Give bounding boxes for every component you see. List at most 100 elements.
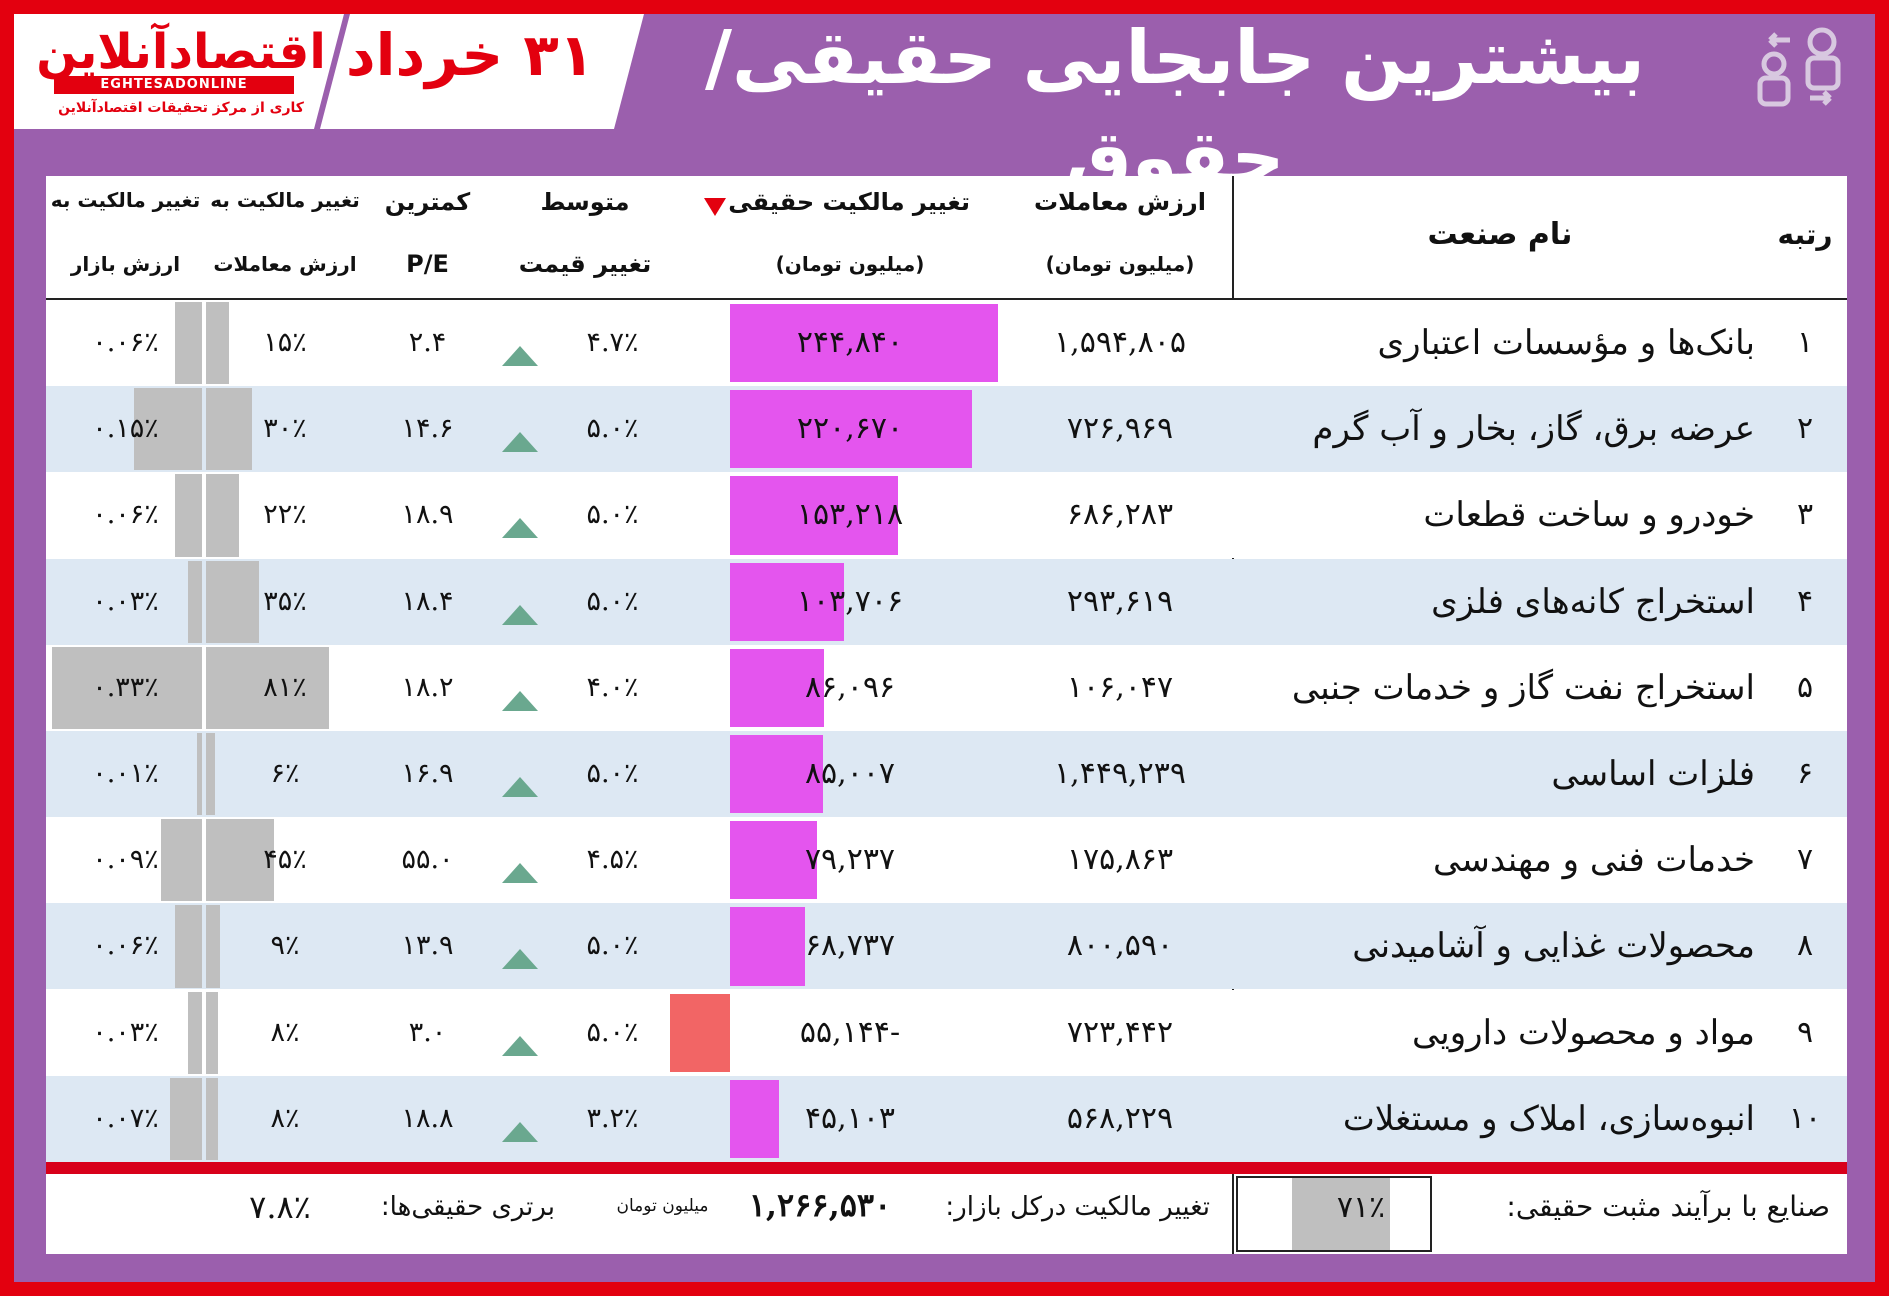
up-triangle-shape — [502, 1035, 538, 1056]
rank-cell: ۳ — [1796, 497, 1814, 533]
up-triangle-shape — [502, 777, 538, 797]
market-ratio-value: ۰.۳۳٪ — [92, 671, 159, 703]
rank-cell: ۱۰ — [1788, 1100, 1822, 1136]
table-row — [46, 472, 1847, 559]
ownership-change-value: ۱۵۳,۲۱۸ — [796, 497, 904, 533]
ownership-change-value: ۸۶,۰۹۶ — [804, 669, 896, 705]
up-triangle-shape — [502, 346, 538, 366]
table-row — [46, 1075, 1847, 1162]
trade-ratio-bar — [206, 474, 240, 557]
ownership-change-value: ۲۲۰,۶۷۰ — [796, 411, 904, 447]
up-triangle-icon — [502, 432, 538, 453]
avg-price-change: ۴.۷٪ — [586, 327, 639, 358]
up-triangle-icon — [502, 346, 538, 366]
ownership-change-bar — [730, 821, 817, 900]
market-ratio-bar — [188, 991, 202, 1074]
avg-price-change: ۵.۰٪ — [586, 758, 639, 789]
rank-cell: ۱ — [1796, 325, 1814, 360]
market-ratio-value: ۰.۰۶٪ — [92, 499, 159, 531]
ownership-change-value: ۷۹,۲۳۷ — [804, 842, 896, 878]
industry-name: خودرو و ساخت قطعات — [1423, 495, 1755, 536]
trade-ratio-bar — [206, 388, 252, 471]
ownership-change-bar — [730, 1079, 780, 1158]
avg-price-change: ۳.۲٪ — [586, 1102, 639, 1134]
trade-value: ۷۲۳,۴۴۲ — [1066, 1014, 1174, 1050]
trade-ratio-bar — [206, 1077, 219, 1160]
market-ratio-value: ۰.۰۱٪ — [92, 758, 159, 789]
ownership-change-bar — [730, 907, 806, 986]
trade-ratio-value: ۴۵٪ — [263, 844, 307, 876]
trade-ratio-bar — [206, 991, 219, 1074]
ownership-change-bar — [730, 648, 825, 727]
footer-divider — [46, 1162, 1847, 1174]
positive-industries-bar — [1292, 1178, 1390, 1250]
trade-ratio-value: ۱۵٪ — [263, 327, 307, 358]
real-advantage-value: ۷.۸٪ — [249, 1188, 311, 1226]
trade-ratio-bar — [206, 905, 220, 988]
header-left-shape — [14, 14, 644, 129]
column-header-own-trade-2: ارزش معاملات — [213, 252, 357, 276]
column-header-avg-change: متوسط — [540, 188, 630, 216]
market-ratio-bar — [188, 560, 202, 643]
ownership-change-value: -۵۵,۱۴۴ — [799, 1014, 901, 1050]
industry-name: فلزات اساسی — [1551, 754, 1755, 794]
column-header-rank: رتبه — [1777, 218, 1833, 251]
people-exchange-icon — [1757, 27, 1841, 107]
trade-value: ۱,۵۹۴,۸۰۵ — [1054, 325, 1186, 360]
market-ratio-bar — [174, 302, 202, 385]
column-header-trade-value-unit: (میلیون تومان) — [1045, 252, 1195, 276]
up-triangle-icon — [502, 1035, 538, 1056]
industry-name: استخراج کانه‌های فلزی — [1431, 581, 1755, 622]
column-header-own-market-2: ارزش بازار — [70, 252, 181, 276]
logo-background — [14, 14, 344, 129]
logo-subtitle: EGHTESADONLINE — [54, 76, 294, 94]
avg-price-change: ۴.۰٪ — [586, 671, 639, 703]
up-triangle-icon — [502, 690, 538, 711]
column-header-own-trade: تغییر مالکیت به — [210, 188, 360, 212]
avg-price-change: ۵.۰٪ — [586, 1016, 639, 1048]
column-header-pe: کمترین — [384, 188, 471, 216]
industry-name: انبوه‌سازی، املاک و مستغلات — [1342, 1098, 1755, 1139]
market-ratio-bar — [170, 1077, 202, 1160]
market-ratio-bar — [52, 646, 202, 729]
rank-cell: ۹ — [1796, 1014, 1814, 1050]
market-ratio-value: ۰.۱۵٪ — [92, 413, 159, 445]
date-label: ۳۱ خرداد — [345, 21, 595, 89]
trade-value: ۱۷۵,۸۶۳ — [1066, 842, 1174, 878]
industry-name: عرضه برق، گاز، بخار و آب گرم — [1312, 409, 1755, 450]
avg-price-change: ۵.۰٪ — [586, 499, 639, 531]
avg-price-change: ۵.۰٪ — [586, 930, 639, 962]
table-row — [46, 989, 1847, 1076]
trade-ratio-bar — [206, 733, 216, 816]
table-row — [46, 817, 1847, 904]
positive-industries-label: صنایع با برآیند مثبت حقیقی: — [1506, 1190, 1830, 1223]
logo: اقتصادآنلاین EGHTESADONLINE کاری از مرکز… — [14, 14, 334, 129]
trade-value: ۲۹۳,۶۱۹ — [1066, 583, 1174, 619]
up-triangle-shape — [502, 518, 538, 539]
trade-ratio-bar — [206, 560, 260, 643]
table-row — [46, 644, 1847, 731]
ownership-change-bar — [669, 993, 730, 1072]
market-ratio-value: ۰.۰۷٪ — [92, 1102, 159, 1134]
market-ratio-bar — [197, 733, 202, 816]
trade-ratio-value: ۸٪ — [270, 1016, 300, 1048]
avg-price-change: ۵.۰٪ — [586, 585, 639, 617]
up-triangle-shape — [502, 690, 538, 711]
pe-value: ۱۸.۹ — [401, 499, 454, 531]
market-ratio-bar — [174, 905, 202, 988]
pe-value: ۱۸.۲ — [401, 671, 454, 703]
table-row — [46, 558, 1847, 645]
trade-ratio-value: ۳۵٪ — [263, 585, 307, 617]
total-change-unit: میلیون تومان — [616, 1196, 709, 1216]
industry-name: خدمات فنی و مهندسی — [1433, 840, 1755, 881]
up-triangle-icon — [502, 518, 538, 539]
trade-ratio-value: ۸٪ — [270, 1102, 300, 1134]
market-ratio-value: ۰.۰۶٪ — [92, 930, 159, 962]
date-background — [320, 14, 644, 129]
market-ratio-bar — [161, 819, 202, 902]
column-header-ownership-change-unit: (میلیون تومان) — [775, 252, 925, 276]
ownership-change-bar — [730, 735, 824, 814]
up-triangle-icon — [502, 604, 538, 625]
ownership-change-value: ۴۵,۱۰۳ — [804, 1100, 896, 1136]
sort-descending-icon[interactable] — [702, 196, 728, 218]
